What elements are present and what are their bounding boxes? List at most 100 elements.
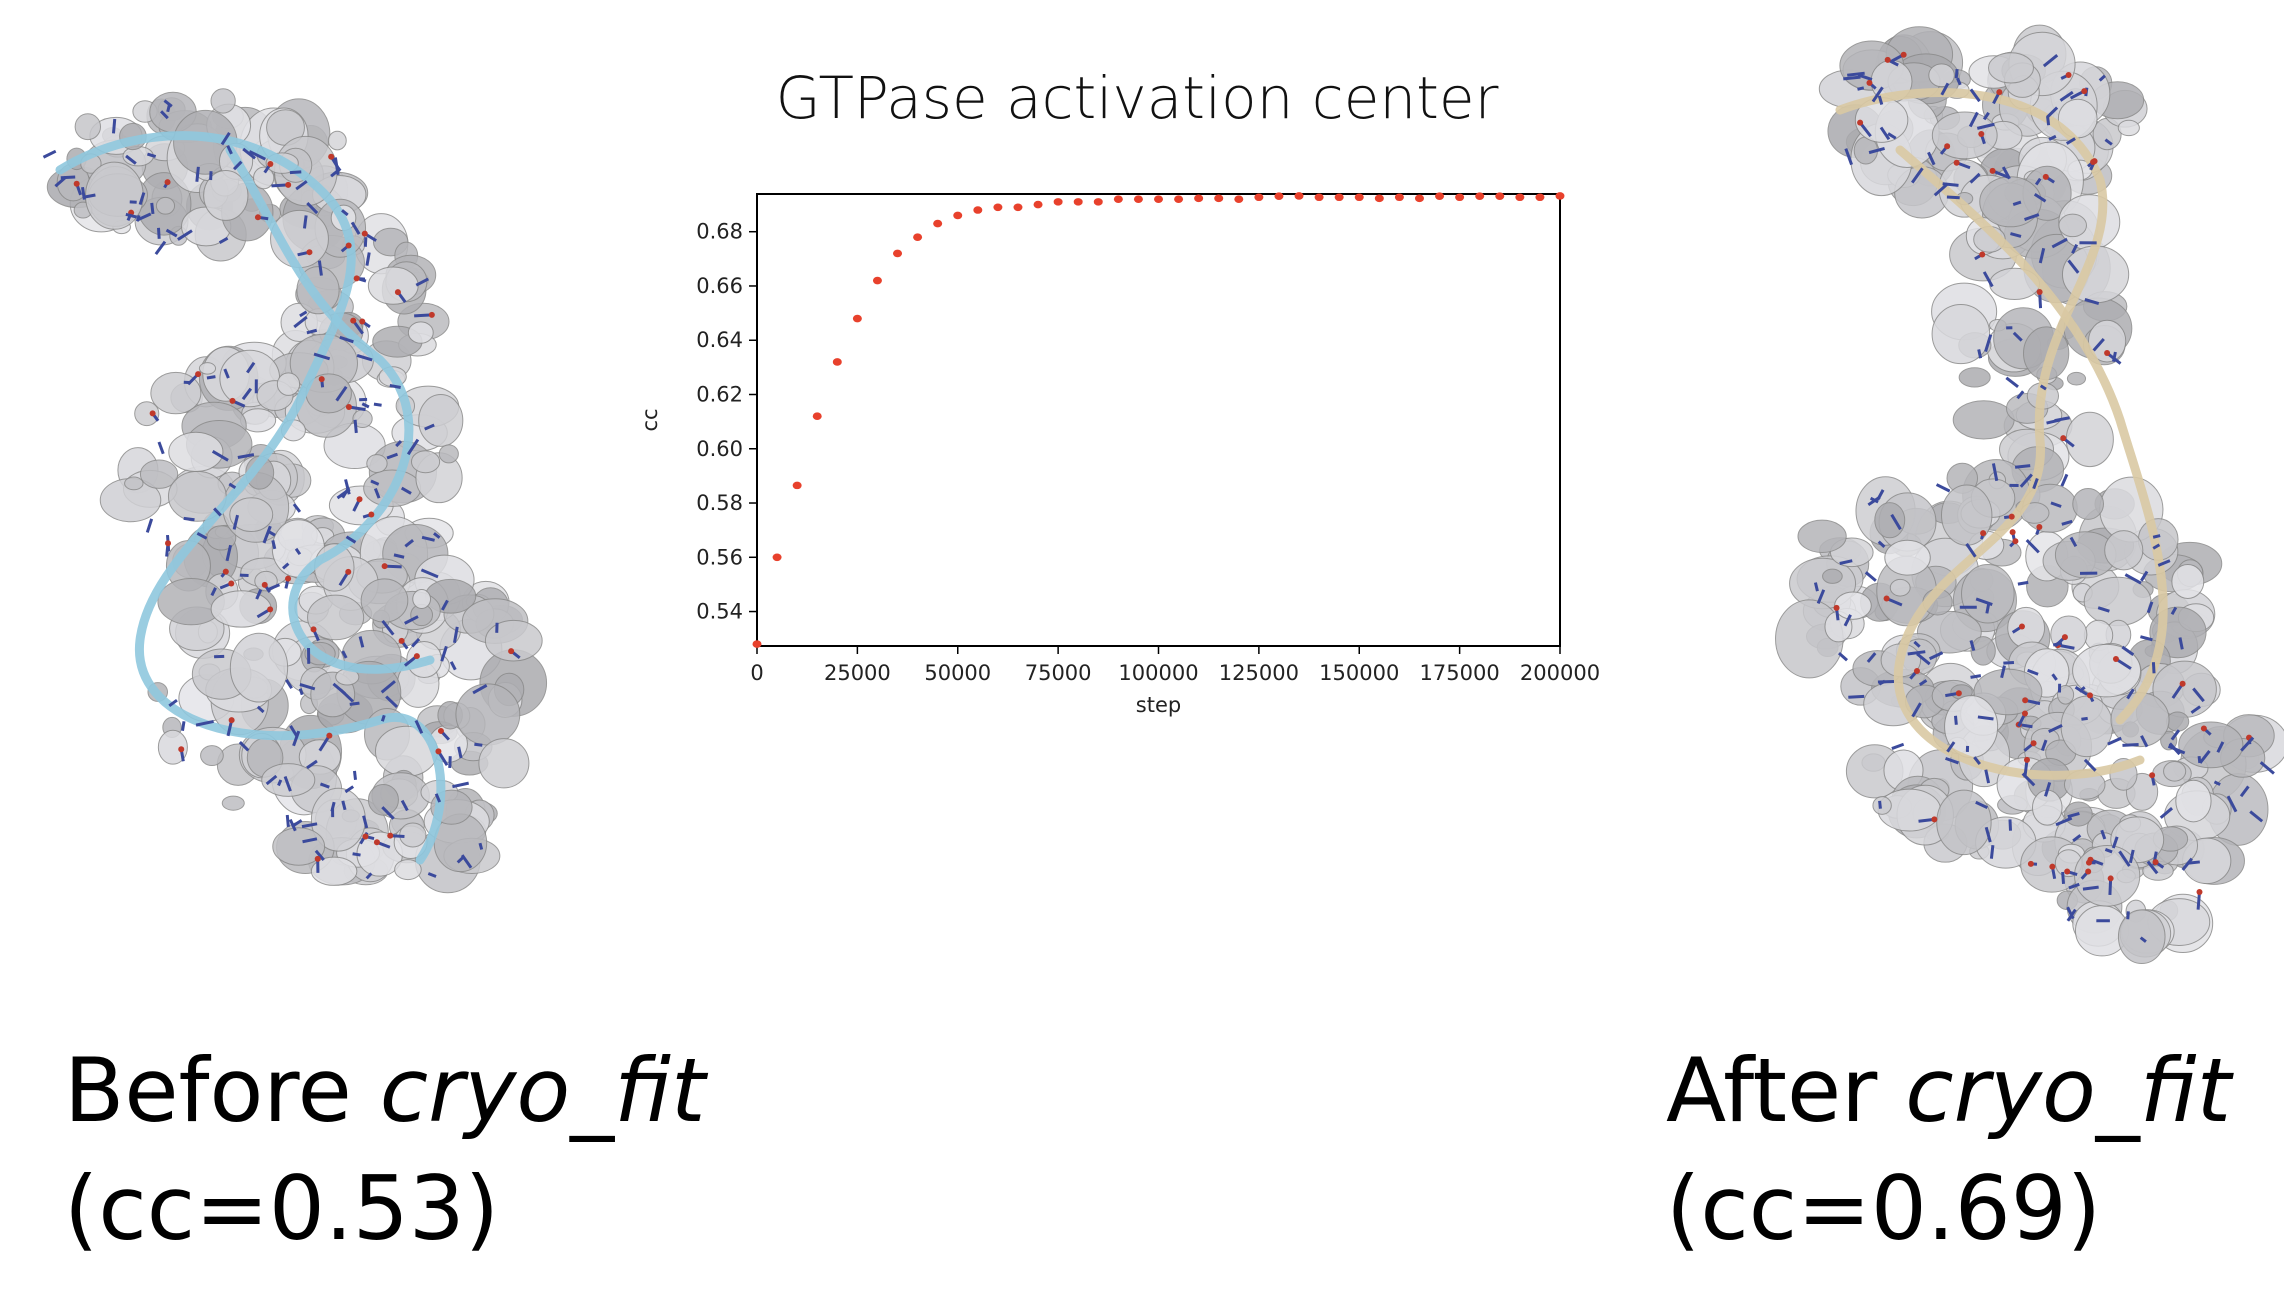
nucleotide-stick	[262, 525, 272, 544]
oxygen-atom	[2149, 772, 2156, 779]
x-tick-label: 75000	[1025, 661, 1092, 685]
nucleotide-stick	[2190, 705, 2201, 714]
nucleotide-stick	[353, 419, 358, 434]
data-point	[1394, 193, 1404, 202]
data-point	[1254, 193, 1264, 202]
data-point	[1314, 193, 1324, 202]
oxygen-atom	[381, 563, 388, 570]
nucleotide-stick	[246, 361, 256, 374]
density-blob	[407, 321, 434, 344]
oxygen-atom	[435, 748, 442, 755]
y-tick-label: 0.68	[696, 220, 743, 244]
before-cc-value: (cc=0.53)	[64, 1157, 500, 1260]
data-point	[832, 358, 842, 366]
nucleotide-stick	[2017, 580, 2029, 586]
oxygen-atom	[1883, 595, 1890, 602]
oxygen-atom	[2021, 710, 2028, 717]
nucleotide-stick	[457, 746, 463, 759]
nucleotide-stick	[146, 152, 157, 159]
x-tick-label: 25000	[824, 661, 891, 685]
density-blob	[307, 594, 365, 641]
density-blob	[2056, 684, 2075, 705]
density-blob	[198, 362, 217, 375]
nucleotide-stick	[2083, 758, 2097, 772]
nucleotide-stick	[125, 212, 138, 219]
oxygen-atom	[350, 317, 357, 324]
oxygen-atom	[1978, 131, 1985, 138]
nucleotide-stick	[2111, 836, 2119, 849]
nucleotide-stick	[2152, 543, 2161, 550]
density-blob	[2066, 371, 2087, 386]
nucleotide-stick	[330, 167, 342, 178]
nucleotide-stick	[1907, 650, 1926, 656]
nucleotide-stick	[1956, 77, 1962, 86]
oxygen-atom	[2023, 756, 2030, 763]
oxygen-atom	[362, 833, 369, 840]
nucleotide-stick	[2178, 637, 2184, 650]
nucleotide-stick	[156, 227, 161, 239]
nucleotide-stick	[168, 698, 178, 708]
data-point	[1414, 194, 1424, 203]
data-point	[1495, 192, 1505, 200]
density-blob	[206, 525, 237, 551]
y-tick-label: 0.54	[696, 600, 743, 624]
oxygen-atom	[2179, 680, 2186, 687]
nucleotide-stick	[210, 587, 217, 597]
data-point	[953, 211, 963, 220]
nucleotide-stick	[196, 531, 208, 540]
nucleotide-stick	[1878, 679, 1886, 686]
nucleotide-stick	[1968, 111, 1979, 128]
density-blob	[412, 589, 432, 609]
oxygen-atom	[228, 580, 235, 587]
nucleotide-stick	[2016, 390, 2025, 400]
nucleotide-stick	[166, 104, 171, 113]
data-point	[872, 276, 882, 285]
nucleotide-stick	[2140, 635, 2153, 642]
density-blob	[418, 394, 464, 447]
oxygen-atom	[2030, 740, 2037, 747]
oxygen-atom	[2090, 158, 2097, 165]
oxygen-atom	[2008, 513, 2015, 520]
nucleotide-stick	[2001, 166, 2011, 180]
nucleotide-stick	[306, 328, 318, 335]
nucleotide-stick	[2054, 416, 2070, 423]
oxygen-atom	[373, 839, 380, 846]
nucleotide-stick	[1877, 95, 1884, 105]
nucleotide-stick	[299, 310, 308, 318]
nucleotide-stick	[226, 145, 233, 155]
nucleotide-stick	[292, 730, 301, 747]
nucleotide-stick	[2159, 807, 2174, 819]
nucleotide-stick	[225, 544, 233, 562]
nucleotide-stick	[2048, 723, 2063, 734]
nucleotide-stick	[456, 856, 465, 864]
nucleotide-stick	[125, 154, 137, 165]
nucleotide-stick	[386, 452, 399, 460]
oxygen-atom	[1979, 251, 1986, 258]
nucleotide-stick	[1984, 826, 1992, 843]
oxygen-atom	[229, 397, 236, 404]
oxygen-atom	[1996, 89, 2003, 96]
nucleotide-stick	[1916, 652, 1931, 666]
oxygen-atom	[1953, 159, 1960, 166]
nucleotide-stick	[400, 799, 409, 812]
nucleotide-stick	[289, 170, 302, 175]
before-tool-name: cryo_fit	[379, 1039, 706, 1142]
data-point	[1033, 200, 1043, 209]
oxygen-atom	[254, 214, 261, 221]
data-point	[1435, 192, 1445, 200]
nucleotide-stick	[1813, 582, 1819, 592]
nucleotide-stick	[1946, 195, 1960, 200]
nucleotide-stick	[2019, 473, 2033, 488]
density-blob	[134, 401, 160, 427]
nucleotide-stick	[453, 626, 459, 643]
nucleotide-stick	[291, 819, 303, 828]
nucleotide-stick	[2239, 785, 2250, 798]
density-blob	[157, 729, 188, 765]
nucleotide-stick	[1864, 571, 1877, 582]
density-blob	[229, 497, 274, 533]
backbone-ribbon	[1835, 88, 2145, 780]
nucleotide-stick	[404, 539, 415, 548]
density-blob	[221, 795, 245, 811]
nucleotide-stick	[373, 402, 382, 407]
